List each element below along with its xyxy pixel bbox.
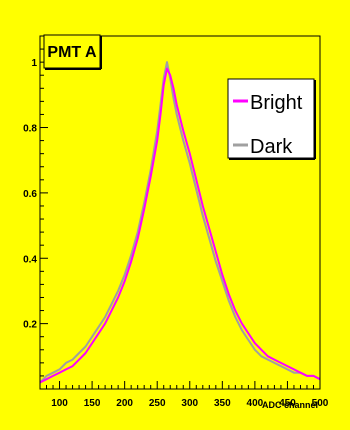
x-tick-label: 200 [116, 398, 133, 409]
x-tick-label: 450 [279, 398, 296, 409]
x-tick-label: 150 [84, 398, 101, 409]
y-tick-label: 0.4 [23, 254, 37, 265]
x-tick-label: 250 [149, 398, 166, 409]
y-tick-label: 0.6 [23, 189, 37, 200]
y-tick-label: 1 [31, 58, 37, 69]
title-box-frame [43, 34, 101, 69]
y-tick-label: 0.2 [23, 320, 37, 331]
x-tick-label: 500 [312, 398, 329, 409]
legend: Bright Dark [227, 78, 316, 160]
plot-border [39, 35, 321, 390]
series-line-dark [39, 61, 321, 384]
x-axis-title: ADC channel [262, 400, 318, 410]
x-tick-label: 300 [181, 398, 198, 409]
chart-title: PMT A [47, 44, 97, 61]
ticks-layer: 100 150 200 250 300 350 400 450 500 0.2 0.4 0.6 0.8 1 [23, 35, 329, 409]
x-tick-label: 400 [247, 398, 264, 409]
series-line-bright [39, 67, 321, 384]
x-tick-label: 350 [214, 398, 231, 409]
legend-label-dark: Dark [250, 136, 293, 158]
title-box: PMT A [43, 34, 102, 70]
y-tick-label: 0.8 [23, 124, 37, 135]
legend-label-bright: Bright [250, 92, 303, 114]
series-layer [39, 61, 321, 384]
x-tick-label: 100 [51, 398, 68, 409]
